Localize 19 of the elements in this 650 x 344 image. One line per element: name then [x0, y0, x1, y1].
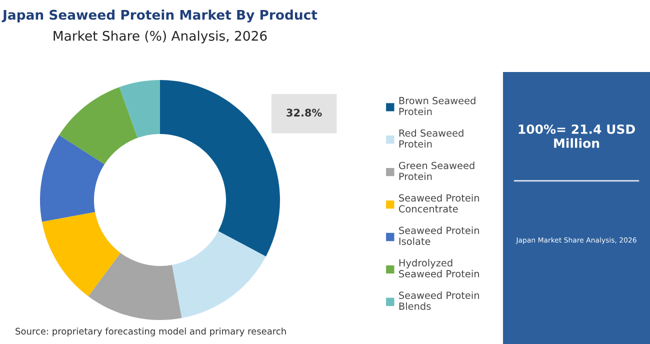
donut-slice	[119, 80, 160, 138]
source-note: Source: proprietary forecasting model and primary research	[16, 328, 286, 336]
donut-slice	[172, 231, 266, 318]
donut-slice	[42, 212, 121, 296]
donut-slice	[160, 80, 280, 256]
chart-subtitle: Market Share (%) Analysis, 2026	[54, 30, 267, 44]
donut-slice	[40, 135, 104, 222]
legend-label: Brown Seaweed Protein	[399, 96, 476, 116]
chart-title: Japan Seaweed Protein Market By Product	[2, 10, 318, 22]
legend-label: Seaweed Protein Concentrate	[398, 194, 479, 213]
legend-label: Green Seaweed Protein	[398, 162, 474, 180]
legend-label: Seaweed Protein Isolate	[399, 226, 479, 245]
data-label: 32.8%	[286, 108, 322, 117]
donut-slice	[88, 252, 182, 320]
legend-label: Seaweed Protein Blends	[399, 291, 479, 310]
donut-slice	[59, 87, 138, 164]
legend-label: Red Seaweed Protein	[399, 129, 464, 148]
legend-label: Hydrolyzed Seaweed Protein	[399, 258, 479, 278]
text: 100%= 21.4 USD Million	[518, 124, 635, 148]
